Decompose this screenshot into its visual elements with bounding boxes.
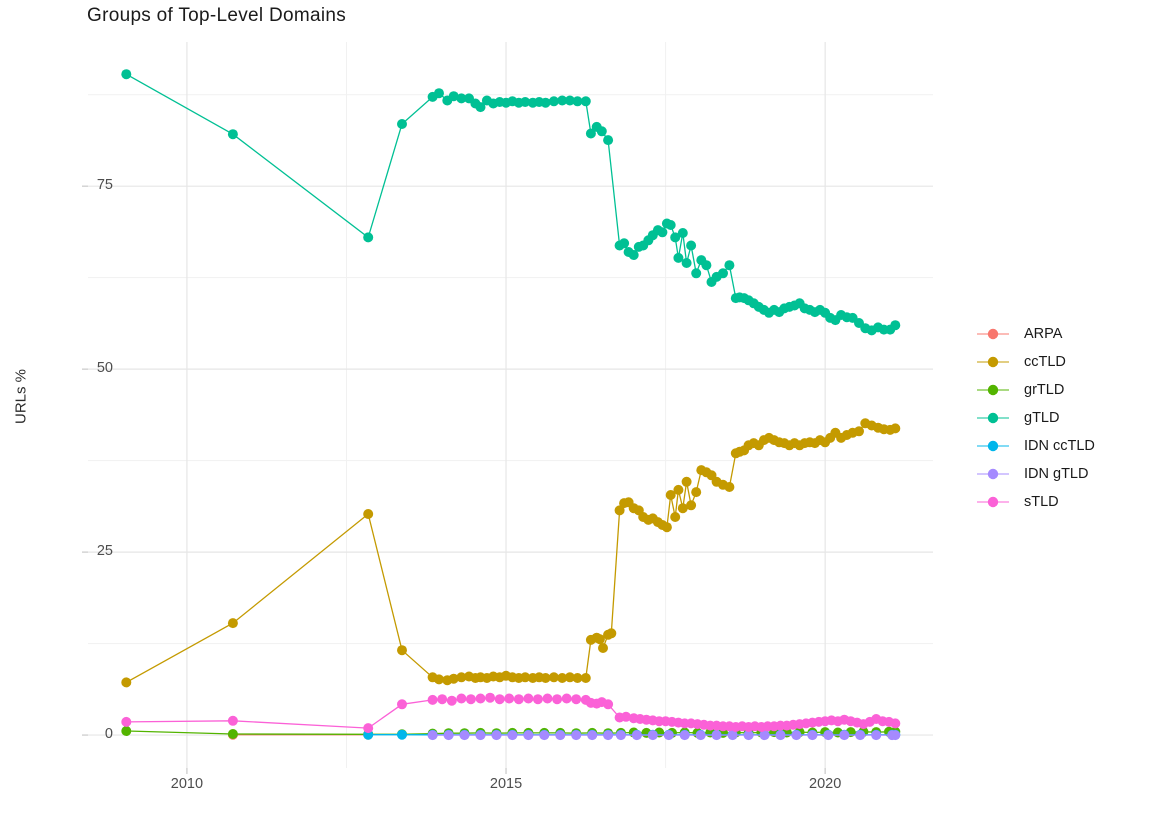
legend-item-grtld: grTLD <box>976 376 1095 404</box>
y-tick-label: 25 <box>96 543 113 560</box>
x-tick-label: 2010 <box>170 776 204 792</box>
legend-key-line-dot-icon <box>977 440 1009 452</box>
legend-label: grTLD <box>1024 382 1065 398</box>
legend-label: ARPA <box>1024 326 1063 342</box>
y-tick-label: 50 <box>96 360 113 377</box>
legend-key-line-dot-icon <box>977 328 1009 340</box>
legend-key-line-dot-icon <box>977 496 1009 508</box>
x-tick-label: 2015 <box>489 776 523 792</box>
y-axis-title: URLs % <box>12 369 30 425</box>
legend-item-idn-gtld: IDN gTLD <box>976 460 1095 488</box>
legend-key-line-dot-icon <box>977 384 1009 396</box>
legend-key-line-dot-icon <box>977 356 1009 368</box>
legend-label: ccTLD <box>1024 354 1066 370</box>
legend-label: IDN gTLD <box>1024 466 1089 482</box>
legend-key-line-dot-icon <box>977 468 1009 480</box>
y-tick-label: 75 <box>96 177 113 194</box>
legend-item-stld: sTLD <box>976 488 1095 516</box>
x-tick-label: 2020 <box>809 776 842 792</box>
chart-title: Groups of Top-Level Domains <box>87 5 347 26</box>
legend-label: IDN ccTLD <box>1024 438 1095 454</box>
y-tick-label: 0 <box>104 726 113 743</box>
legend-key-line-dot-icon <box>977 412 1009 424</box>
legend: ARPA ccTLD grTLD gTLD IDN ccTLD IDN gTLD… <box>976 320 1095 516</box>
legend-label: gTLD <box>1024 410 1060 426</box>
legend-label: sTLD <box>1024 494 1059 510</box>
legend-item-cctld: ccTLD <box>976 348 1095 376</box>
legend-item-arpa: ARPA <box>976 320 1095 348</box>
legend-item-gtld: gTLD <box>976 404 1095 432</box>
legend-item-idn-cctld: IDN ccTLD <box>976 432 1095 460</box>
